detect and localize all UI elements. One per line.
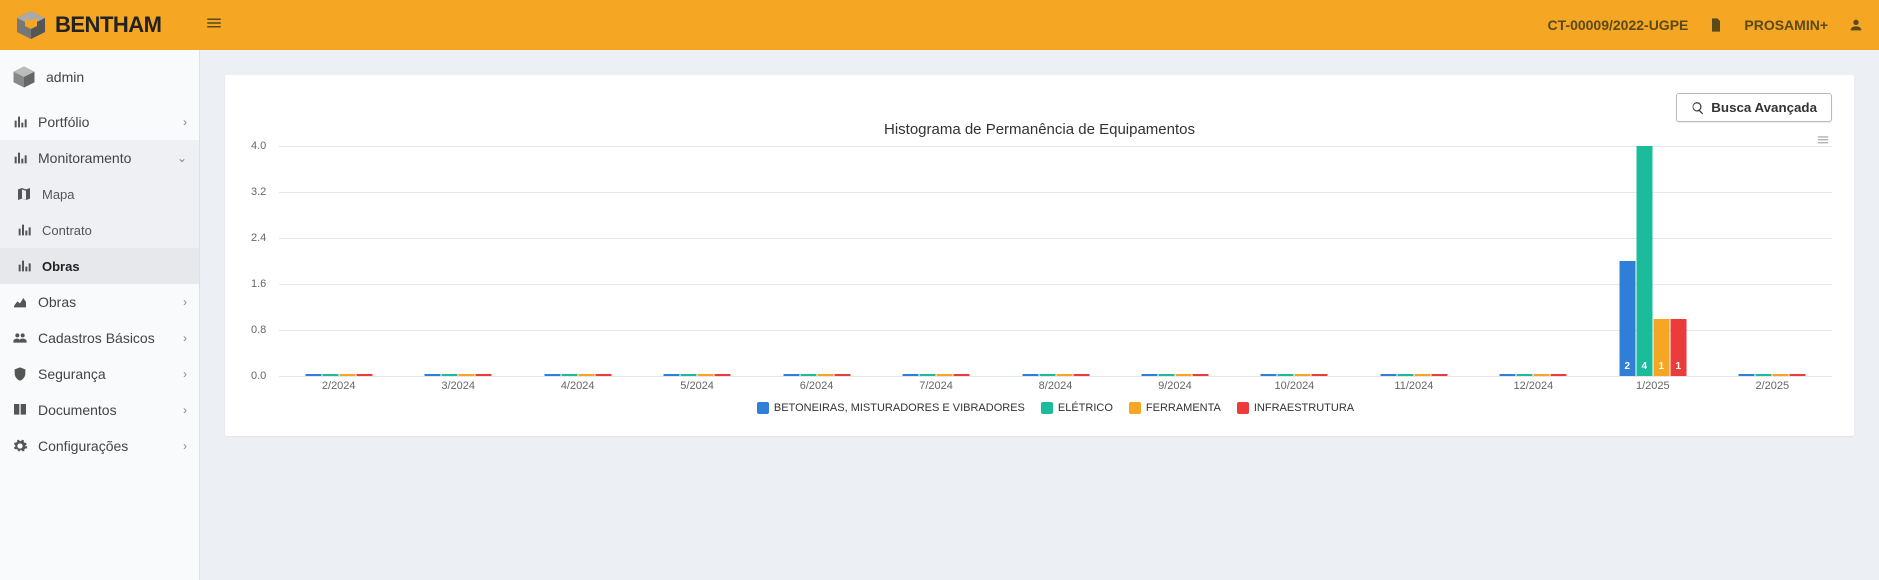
sidebar-item-label: Contrato xyxy=(42,223,92,238)
chart-ytick: 3.2 xyxy=(251,186,266,198)
chart-bar-value: 2 xyxy=(1625,361,1631,372)
chevron-right-icon: › xyxy=(183,439,187,453)
chart-legend-swatch xyxy=(1041,402,1053,414)
sidebar-subitem-contrato[interactable]: Contrato xyxy=(0,212,199,248)
chart-legend-label: ELÉTRICO xyxy=(1058,402,1113,414)
chart-gridline xyxy=(279,330,1832,331)
sidebar-item-obras[interactable]: Obras › xyxy=(0,284,199,320)
sidebar-item-configurações[interactable]: Configurações › xyxy=(0,428,199,464)
chart: 0.00.81.62.43.24.02411 2/2024 3/2024 4/202… xyxy=(247,146,1832,426)
sidebar-item-portfólio[interactable]: Portfólio › xyxy=(0,104,199,140)
chart-xtick: 10/2024 xyxy=(1275,380,1315,392)
chart-gridline xyxy=(279,146,1832,147)
chart-xtick: 4/2024 xyxy=(561,380,595,392)
sidebar-item-label: Segurança xyxy=(38,366,106,382)
chart-title: Histograma de Permanência de Equipamento… xyxy=(247,121,1832,138)
chart-xtick: 2/2025 xyxy=(1755,380,1789,392)
chart-plot: 0.00.81.62.43.24.02411 xyxy=(279,146,1832,376)
chart-ytick: 0.0 xyxy=(251,370,266,382)
advanced-search-label: Busca Avançada xyxy=(1711,100,1817,115)
chart-bar-value: 1 xyxy=(1676,361,1682,372)
chevron-right-icon: › xyxy=(183,367,187,381)
sidebar-item-label: Cadastros Básicos xyxy=(38,330,155,346)
chart-gridline xyxy=(279,238,1832,239)
chart-xtick: 2/2024 xyxy=(322,380,356,392)
chart-ytick: 2.4 xyxy=(251,232,266,244)
user-icon[interactable] xyxy=(1848,17,1864,33)
chart-xtick: 7/2024 xyxy=(919,380,953,392)
chart-xtick: 6/2024 xyxy=(800,380,834,392)
chart-legend-label: INFRAESTRUTURA xyxy=(1254,402,1354,414)
nav: Portfólio › Monitoramento ⌄ Mapa Contrato Obra… xyxy=(0,104,199,464)
user-block: admin xyxy=(0,50,199,104)
sidebar-item-monitoramento[interactable]: Monitoramento ⌄ xyxy=(0,140,199,176)
chart-ytick: 0.8 xyxy=(251,324,266,336)
chart-legend-label: FERRAMENTA xyxy=(1146,402,1221,414)
project-label[interactable]: PROSAMIN+ xyxy=(1744,17,1828,33)
sidebar-item-label: Obras xyxy=(38,294,76,310)
brand-text: BENTHAM xyxy=(55,12,162,38)
chart-bar-group: 2411 xyxy=(1619,146,1686,376)
chart-legend-swatch xyxy=(1237,402,1249,414)
chart-xtick: 8/2024 xyxy=(1039,380,1073,392)
chevron-right-icon: › xyxy=(183,403,187,417)
chart-legend-item[interactable]: BETONEIRAS, MISTURADORES E VIBRADORES xyxy=(757,402,1025,414)
search-icon xyxy=(1691,101,1705,115)
chart-gridline xyxy=(279,284,1832,285)
topbar-right: CT-00009/2022-UGPE PROSAMIN+ xyxy=(1548,17,1864,33)
card-toolbar: Busca Avançada xyxy=(1676,93,1832,122)
chevron-right-icon: › xyxy=(183,295,187,309)
chart-gridline xyxy=(279,192,1832,193)
chart-legend-swatch xyxy=(1129,402,1141,414)
chart-xtick: 9/2024 xyxy=(1158,380,1192,392)
chart-bar-value: 1 xyxy=(1659,361,1665,372)
chart-legend-label: BETONEIRAS, MISTURADORES E VIBRADORES xyxy=(774,402,1025,414)
sidebar-item-label: Mapa xyxy=(42,187,75,202)
chart-legend: BETONEIRAS, MISTURADORES E VIBRADORES ELÉ… xyxy=(279,402,1832,414)
chart-bar[interactable]: 4 xyxy=(1636,146,1652,376)
logo-icon xyxy=(15,9,47,41)
content: Busca Avançada Histograma de Permanência… xyxy=(200,50,1879,580)
chart-ytick: 4.0 xyxy=(251,140,266,152)
user-avatar-icon xyxy=(12,65,36,89)
chart-legend-item[interactable]: FERRAMENTA xyxy=(1129,402,1221,414)
sidebar-item-label: Documentos xyxy=(38,402,117,418)
chart-legend-swatch xyxy=(757,402,769,414)
topbar: BENTHAM CT-00009/2022-UGPE PROSAMIN+ xyxy=(0,0,1879,50)
chart-xtick: 1/2025 xyxy=(1636,380,1670,392)
contract-label[interactable]: CT-00009/2022-UGPE xyxy=(1548,17,1689,33)
sidebar-subitem-mapa[interactable]: Mapa xyxy=(0,176,199,212)
sidebar-item-label: Portfólio xyxy=(38,114,89,130)
sidebar: admin Portfólio › Monitoramento ⌄ Mapa Contra… xyxy=(0,50,200,580)
sidebar-item-label: Monitoramento xyxy=(38,150,131,166)
chart-bar[interactable]: 2 xyxy=(1619,261,1635,376)
sidebar-item-documentos[interactable]: Documentos › xyxy=(0,392,199,428)
sidebar-subitem-obras[interactable]: Obras xyxy=(0,248,199,284)
chart-ytick: 1.6 xyxy=(251,278,266,290)
chart-bar-value: 4 xyxy=(1642,361,1648,372)
chevron-right-icon: › xyxy=(183,331,187,345)
chart-xtick: 11/2024 xyxy=(1394,380,1433,392)
sidebar-item-label: Obras xyxy=(42,259,80,274)
sidebar-item-cadastros-básicos[interactable]: Cadastros Básicos › xyxy=(0,320,199,356)
file-icon[interactable] xyxy=(1708,17,1724,33)
chevron-down-icon: ⌄ xyxy=(177,151,187,165)
chart-bar[interactable]: 1 xyxy=(1670,319,1686,377)
sidebar-item-segurança[interactable]: Segurança › xyxy=(0,356,199,392)
chart-legend-item[interactable]: ELÉTRICO xyxy=(1041,402,1113,414)
chart-card: Busca Avançada Histograma de Permanência… xyxy=(225,75,1854,436)
chart-xtick: 12/2024 xyxy=(1513,380,1553,392)
chart-xtick: 3/2024 xyxy=(441,380,475,392)
advanced-search-button[interactable]: Busca Avançada xyxy=(1676,93,1832,122)
chevron-right-icon: › xyxy=(183,115,187,129)
sidebar-item-label: Configurações xyxy=(38,438,128,454)
chart-legend-item[interactable]: INFRAESTRUTURA xyxy=(1237,402,1354,414)
chart-bar[interactable]: 1 xyxy=(1653,319,1669,377)
user-name: admin xyxy=(46,69,84,85)
chart-xaxis: 2/2024 3/2024 4/2024 5/2024 6/2024 7/2024 8/20… xyxy=(279,376,1832,396)
sidebar-toggle-button[interactable] xyxy=(205,14,223,37)
chart-xtick: 5/2024 xyxy=(680,380,714,392)
brand-area: BENTHAM xyxy=(15,9,200,41)
